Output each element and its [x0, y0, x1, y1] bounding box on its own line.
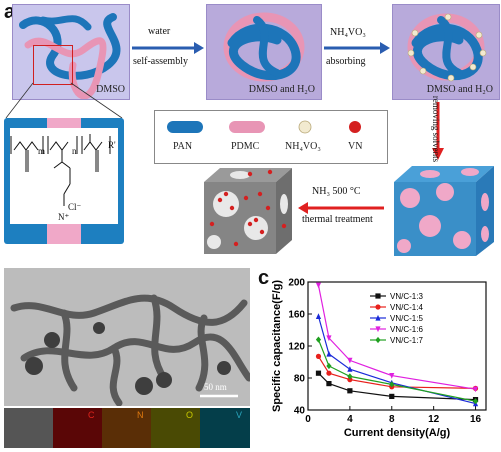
- arrow-4-bottom: thermal treatment: [302, 214, 373, 225]
- struct-m: m: [38, 146, 46, 156]
- data-point-s4-4: [389, 373, 395, 379]
- legend-nh4vo3: NH₄VO₃: [285, 141, 321, 152]
- step2-box: DMSO and H₂O: [206, 4, 322, 100]
- legend-marker-3: [375, 314, 381, 321]
- arrow-1-top: water: [148, 26, 171, 37]
- arrow-2-top: NH₄VO₃: [330, 27, 366, 38]
- data-point-s1-1: [315, 370, 322, 376]
- phase-separated-cube: [394, 166, 494, 256]
- x-tick-label: 16: [470, 414, 482, 425]
- x-tick-label: 4: [347, 414, 353, 425]
- panel-label-a: a: [4, 1, 16, 23]
- solvent-label-2: DMSO and H₂O: [248, 84, 315, 95]
- legend-entry-5: VN/C-1:7: [390, 336, 423, 345]
- eds-tile-o: [151, 408, 200, 448]
- data-point-s3-2: [326, 350, 332, 357]
- zoom-marker: [33, 45, 73, 85]
- zoom-lines: [5, 82, 123, 119]
- data-point-s1-3: [347, 388, 353, 394]
- x-tick-label: 8: [389, 414, 395, 425]
- eds-label-o: O: [186, 410, 194, 420]
- series-line-5: [317, 339, 476, 402]
- data-point-s1-2: [326, 381, 332, 387]
- panel-label-c: c: [258, 267, 270, 289]
- arrow-1-bottom: self-assembly: [133, 56, 188, 67]
- arrow-4-top: NH₃ 500 °C: [312, 186, 361, 197]
- eds-tile-n: [102, 408, 151, 448]
- struct-nplus: N⁺: [58, 212, 70, 222]
- legend-vn: VN: [348, 141, 363, 152]
- tem-micrograph: [4, 268, 250, 406]
- data-point-s4-3: [347, 357, 353, 364]
- solvent-label-3: DMSO and H₂O: [426, 84, 493, 95]
- arrow-3: [432, 102, 444, 160]
- struct-r: R': [108, 140, 116, 150]
- struct-cl: Cl⁻: [68, 202, 82, 212]
- legend-entry-4: VN/C-1:6: [390, 325, 423, 334]
- micelle-illustration: [223, 12, 305, 82]
- legend-marker-2: [375, 304, 381, 310]
- x-axis-label: Current density(A/g): [344, 427, 451, 439]
- y-tick-label: 120: [288, 342, 305, 353]
- y-tick-label: 40: [294, 406, 306, 417]
- y-axis-label: Specific capacitance(F/g): [271, 280, 283, 412]
- eds-label-n: N: [137, 410, 144, 420]
- tem-image: 50 nm: [4, 268, 250, 406]
- arrow-1: [132, 42, 204, 54]
- eds-label-c: C: [88, 410, 95, 420]
- legend-pan: PAN: [173, 141, 193, 152]
- solvent-label-1: DMSO: [96, 84, 125, 95]
- capacitance-chart: 0 4 8 12 16 40 80 120 160 200 Current density(A/g)…: [271, 278, 487, 439]
- legend-entry-2: VN/C-1:4: [390, 303, 423, 312]
- x-tick-label: 12: [428, 414, 440, 425]
- data-point-s5-5: [472, 398, 479, 405]
- data-point-s4-5: [472, 386, 479, 393]
- arrow-2-bottom: absorbing: [326, 56, 366, 67]
- data-point-s4-2: [326, 335, 332, 342]
- eds-tile-c: [53, 408, 102, 448]
- struct-n: n: [72, 146, 77, 156]
- arrow-4: [298, 202, 384, 214]
- legend-marker-4: [375, 326, 381, 333]
- data-point-s3-1: [315, 313, 322, 319]
- data-point-s4-1: [315, 282, 322, 289]
- eds-tile-haadf: [4, 408, 53, 448]
- step3-box: DMSO and H₂O: [392, 4, 500, 100]
- porous-carbon-cube: [204, 168, 292, 254]
- data-point-s3-3: [347, 366, 353, 372]
- data-point-s5-1: [315, 336, 322, 343]
- y-tick-label: 160: [288, 310, 305, 321]
- polymer-chain-illustration: [19, 13, 121, 100]
- arrow-2: [324, 42, 390, 54]
- legend-marker-5: [375, 336, 381, 344]
- legend-entry-1: VN/C-1:3: [390, 292, 423, 301]
- data-point-s5-2: [326, 362, 332, 370]
- data-point-s2-3: [347, 377, 353, 383]
- eds-label-v: V: [236, 410, 243, 420]
- data-point-s2-2: [326, 370, 332, 376]
- micelle-absorbed-illustration: [407, 13, 487, 82]
- legend-entry-3: VN/C-1:5: [390, 314, 423, 323]
- y-tick-label: 80: [294, 374, 306, 385]
- legend-pdmc: PDMC: [231, 141, 260, 152]
- legend-box: PAN PDMC NH₄VO₃ VN: [154, 110, 388, 164]
- x-tick-label: 0: [305, 414, 311, 425]
- data-point-s5-3: [347, 373, 353, 380]
- plot-frame: [307, 281, 487, 411]
- eds-strip: C N O V: [4, 408, 250, 448]
- legend-marker-1: [375, 293, 381, 299]
- legend-icons: [167, 120, 361, 134]
- chemical-structure: [10, 134, 111, 206]
- eds-tile-v: [200, 408, 250, 448]
- data-point-s1-4: [389, 393, 395, 399]
- data-point-s2-1: [315, 353, 322, 359]
- structure-box: m n R' Cl⁻ N⁺: [4, 118, 124, 244]
- y-tick-label: 200: [288, 278, 305, 289]
- scale-bar-label: 50 nm: [204, 382, 227, 392]
